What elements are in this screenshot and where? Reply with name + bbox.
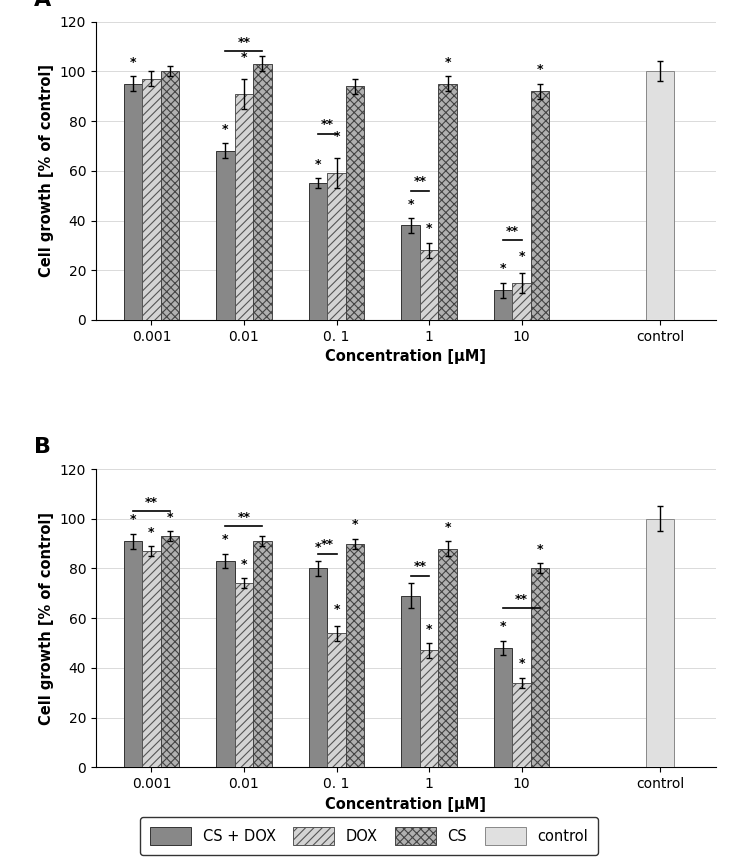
- Text: *: *: [537, 543, 543, 556]
- Bar: [512, 683, 531, 767]
- Text: *: *: [241, 51, 247, 64]
- Text: *: *: [222, 123, 229, 136]
- Text: *: *: [167, 511, 173, 524]
- Bar: [235, 583, 253, 767]
- Text: *: *: [500, 620, 506, 633]
- Text: *: *: [334, 130, 339, 143]
- Text: *: *: [352, 518, 358, 531]
- Bar: [327, 633, 346, 767]
- Text: A: A: [34, 0, 51, 10]
- Text: **: **: [145, 496, 158, 509]
- Bar: [161, 536, 179, 767]
- Text: **: **: [238, 511, 250, 524]
- Text: *: *: [407, 198, 414, 211]
- Text: *: *: [148, 525, 155, 538]
- Bar: [531, 569, 549, 767]
- Bar: [124, 84, 142, 320]
- Text: **: **: [321, 118, 334, 131]
- Bar: [142, 79, 161, 320]
- Bar: [438, 84, 457, 320]
- Bar: [346, 544, 365, 767]
- Bar: [253, 64, 272, 320]
- Text: *: *: [537, 63, 543, 76]
- Text: *: *: [518, 657, 525, 670]
- Bar: [420, 251, 438, 320]
- Text: *: *: [222, 533, 229, 546]
- X-axis label: Concentration [μM]: Concentration [μM]: [325, 797, 486, 812]
- Bar: [161, 71, 179, 320]
- Bar: [346, 87, 365, 320]
- Text: **: **: [506, 225, 519, 238]
- Text: *: *: [334, 603, 339, 616]
- Text: *: *: [130, 55, 137, 68]
- Text: **: **: [413, 560, 427, 573]
- Text: **: **: [238, 36, 250, 49]
- Text: **: **: [321, 538, 334, 551]
- Text: *: *: [426, 623, 432, 636]
- Bar: [531, 91, 549, 320]
- Text: *: *: [241, 558, 247, 571]
- Bar: [512, 283, 531, 320]
- Text: *: *: [500, 262, 506, 275]
- Bar: [235, 94, 253, 320]
- Text: *: *: [444, 521, 451, 534]
- Bar: [124, 541, 142, 767]
- Bar: [216, 561, 235, 767]
- Text: B: B: [34, 437, 51, 457]
- Text: *: *: [426, 223, 432, 236]
- Bar: [646, 71, 675, 320]
- Text: *: *: [314, 158, 321, 171]
- Bar: [438, 549, 457, 767]
- Bar: [308, 183, 327, 320]
- Bar: [142, 551, 161, 767]
- Text: **: **: [515, 593, 528, 606]
- Bar: [646, 518, 675, 767]
- Text: *: *: [130, 513, 137, 526]
- Bar: [216, 151, 235, 320]
- Bar: [401, 225, 420, 320]
- Bar: [494, 290, 512, 320]
- Bar: [253, 541, 272, 767]
- Bar: [494, 648, 512, 767]
- Bar: [327, 173, 346, 320]
- Text: **: **: [413, 175, 427, 188]
- Bar: [420, 650, 438, 767]
- Text: *: *: [518, 250, 525, 263]
- Text: *: *: [314, 540, 321, 553]
- Bar: [401, 596, 420, 767]
- Y-axis label: Cell growth [% of control]: Cell growth [% of control]: [39, 512, 55, 725]
- Text: *: *: [444, 55, 451, 68]
- X-axis label: Concentration [μM]: Concentration [μM]: [325, 349, 486, 364]
- Y-axis label: Cell growth [% of control]: Cell growth [% of control]: [39, 64, 55, 277]
- Bar: [308, 569, 327, 767]
- Legend: CS + DOX, DOX, CS, control: CS + DOX, DOX, CS, control: [140, 818, 598, 856]
